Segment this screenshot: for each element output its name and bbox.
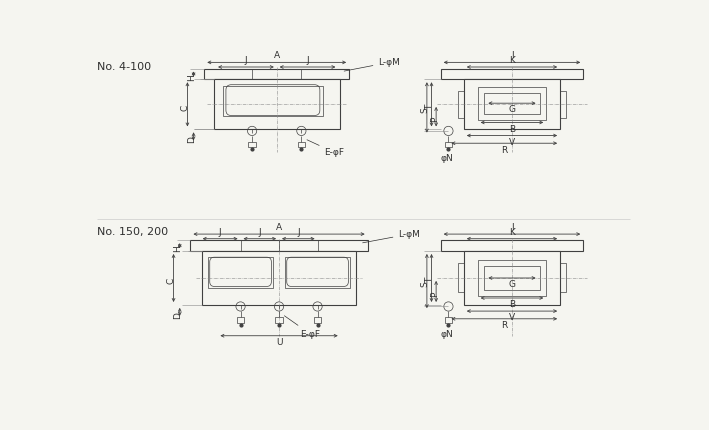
Text: T: T (425, 278, 434, 283)
Text: A: A (274, 51, 280, 60)
Bar (191, 240, 367, 251)
Bar (208, 257, 273, 288)
Bar (313, 317, 321, 322)
Bar (464, 79, 560, 129)
Bar (560, 91, 566, 118)
Bar (223, 86, 323, 116)
Bar (204, 68, 349, 79)
Text: U: U (276, 338, 282, 347)
Text: G: G (508, 280, 515, 289)
Text: L-φM: L-φM (362, 230, 420, 243)
Bar (484, 93, 540, 114)
Bar (464, 251, 560, 305)
Text: H: H (186, 74, 196, 81)
Bar (237, 317, 245, 322)
Text: S: S (420, 281, 429, 287)
Text: I: I (510, 223, 513, 232)
Text: V: V (509, 138, 515, 147)
Text: K: K (509, 56, 515, 65)
Text: H: H (173, 246, 182, 252)
Bar (560, 263, 566, 292)
Text: P: P (430, 292, 439, 297)
Text: J: J (297, 228, 300, 237)
Bar (441, 68, 584, 79)
Text: B: B (509, 125, 515, 134)
Text: I: I (510, 51, 513, 60)
Text: J: J (219, 228, 221, 237)
Text: B: B (509, 300, 515, 309)
Text: E-φF: E-φF (307, 140, 345, 157)
Text: R: R (501, 321, 508, 330)
Bar (458, 91, 464, 118)
Text: No. 4-100: No. 4-100 (96, 62, 151, 72)
Text: T: T (425, 104, 434, 110)
Bar (275, 317, 283, 322)
Text: φN: φN (440, 154, 453, 163)
Bar (478, 87, 546, 120)
Bar (445, 142, 452, 147)
Text: L-φM: L-φM (344, 58, 401, 71)
Text: J: J (259, 228, 261, 237)
Text: C: C (181, 104, 189, 111)
Text: V: V (509, 313, 515, 322)
Bar (478, 260, 546, 296)
Text: A: A (276, 223, 282, 232)
Text: R: R (501, 145, 508, 154)
Text: G: G (508, 105, 515, 114)
Bar (441, 240, 584, 251)
Bar (458, 263, 464, 292)
Text: S: S (420, 108, 429, 113)
Text: D: D (173, 312, 182, 319)
Text: No. 150, 200: No. 150, 200 (96, 227, 168, 237)
Text: J: J (245, 56, 247, 65)
Bar (248, 142, 256, 147)
Bar (445, 317, 452, 322)
Text: P: P (430, 117, 439, 122)
Bar (484, 267, 540, 289)
Text: K: K (509, 228, 515, 237)
Text: D: D (186, 136, 196, 143)
Bar (298, 142, 306, 147)
Text: φN: φN (440, 329, 453, 338)
Text: E-φF: E-φF (284, 316, 320, 339)
Bar (213, 79, 340, 129)
Bar (285, 257, 350, 288)
Text: C: C (167, 278, 176, 284)
Text: J: J (306, 56, 309, 65)
Bar (202, 251, 356, 305)
